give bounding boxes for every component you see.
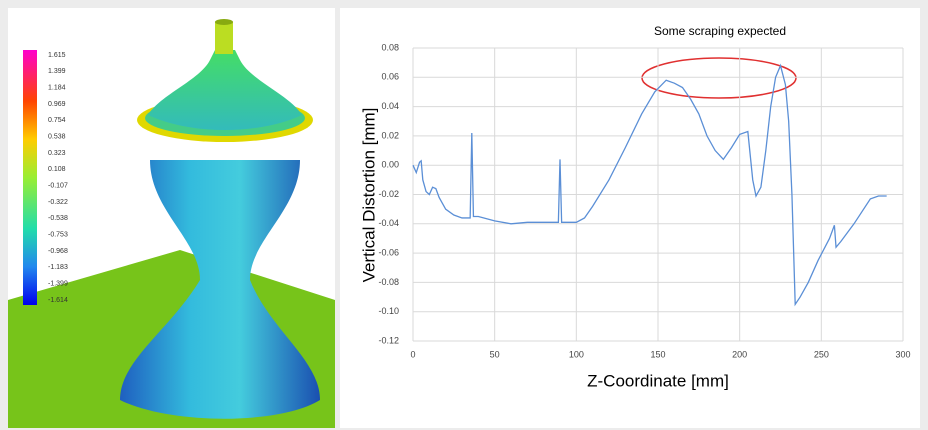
scale-label: -0.107 (48, 183, 68, 190)
y-tick-label: 0.08 (381, 42, 399, 52)
x-axis-label: Z-Coordinate [mm] (587, 371, 729, 390)
scale-label: -1.399 (48, 281, 68, 288)
y-tick-label: 0.00 (381, 160, 399, 170)
y-tick-label: -0.12 (378, 335, 399, 345)
scale-label: 1.399 (48, 68, 66, 75)
y-tick-label: -0.10 (378, 306, 399, 316)
y-tick-label: -0.04 (378, 218, 399, 228)
color-scale (23, 50, 37, 305)
figure: Some scraping expected Z-Coordinate [mm]… (0, 0, 928, 430)
scale-label: -1.183 (48, 264, 68, 271)
y-tick-label: -0.08 (378, 277, 399, 287)
chart-background (340, 8, 920, 428)
scale-label: 0.108 (48, 166, 66, 173)
x-tick-label: 250 (814, 349, 829, 359)
x-tick-label: 300 (895, 349, 910, 359)
scale-label: 0.323 (48, 150, 66, 157)
scale-label: -0.968 (48, 248, 68, 255)
x-tick-label: 100 (569, 349, 584, 359)
x-tick-label: 200 (732, 349, 747, 359)
x-tick-label: 150 (650, 349, 665, 359)
y-axis-label: Vertical Distortion [mm] (359, 108, 378, 283)
y-tick-label: -0.02 (378, 189, 399, 199)
scale-label: -1.614 (48, 297, 68, 304)
tube (215, 22, 233, 54)
scale-label: -0.753 (48, 232, 68, 239)
scale-label: 1.615 (48, 52, 66, 59)
scale-label: 1.184 (48, 85, 66, 92)
x-tick-label: 0 (410, 349, 415, 359)
page: Some scraping expected Z-Coordinate [mm]… (0, 0, 928, 430)
tube-top (215, 19, 233, 25)
scale-label: -0.322 (48, 199, 68, 206)
y-tick-label: -0.06 (378, 247, 399, 257)
scale-label: -0.538 (48, 215, 68, 222)
scale-label: 0.538 (48, 134, 66, 141)
scale-label: 0.969 (48, 101, 66, 108)
annotation: Some scraping expected (654, 24, 786, 38)
x-tick-label: 50 (490, 349, 500, 359)
scale-label: 0.754 (48, 117, 66, 124)
y-tick-label: 0.02 (381, 130, 399, 140)
y-tick-label: 0.06 (381, 72, 399, 82)
y-tick-label: 0.04 (381, 101, 399, 111)
